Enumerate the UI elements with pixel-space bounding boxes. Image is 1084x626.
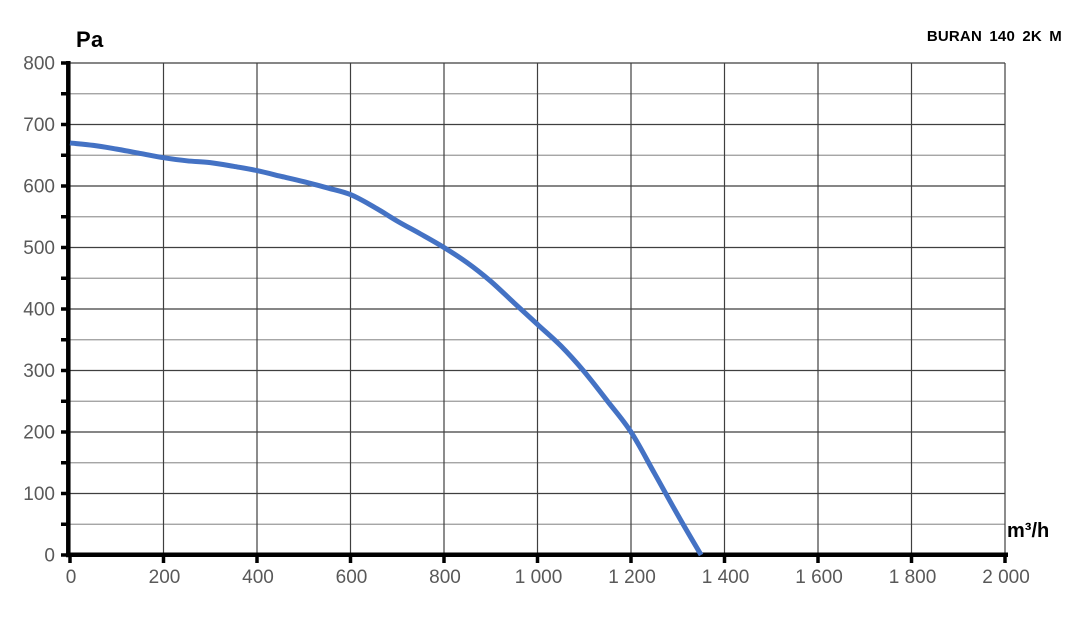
x-tick-label: 800 <box>429 567 461 588</box>
y-tick-label: 300 <box>23 361 55 382</box>
x-axis-unit-label: m³/h <box>1007 520 1050 542</box>
x-tick-label: 0 <box>66 567 77 588</box>
x-tick-label: 600 <box>336 567 368 588</box>
x-tick-label: 1 400 <box>702 567 750 588</box>
x-tick-label: 1 000 <box>515 567 563 588</box>
y-tick-label: 100 <box>23 484 55 505</box>
chart-title: BURAN 140 2K M <box>926 28 1062 45</box>
x-tick-label: 2 000 <box>982 567 1030 588</box>
x-tick-label: 1 600 <box>795 567 843 588</box>
y-tick-label: 500 <box>23 238 55 259</box>
y-tick-label: 700 <box>23 115 55 136</box>
y-tick-label: 0 <box>44 546 55 567</box>
x-tick-label: 400 <box>242 567 274 588</box>
x-tick-label: 200 <box>149 567 181 588</box>
x-tick-label: 1 200 <box>608 567 656 588</box>
y-tick-label: 600 <box>23 177 55 198</box>
y-axis-unit-label: Pa <box>76 27 104 52</box>
y-tick-label: 400 <box>23 300 55 321</box>
y-tick-label: 200 <box>23 423 55 444</box>
performance-curve <box>69 140 704 557</box>
x-tick-label: 1 800 <box>889 567 937 588</box>
y-tick-label: 800 <box>23 54 55 75</box>
